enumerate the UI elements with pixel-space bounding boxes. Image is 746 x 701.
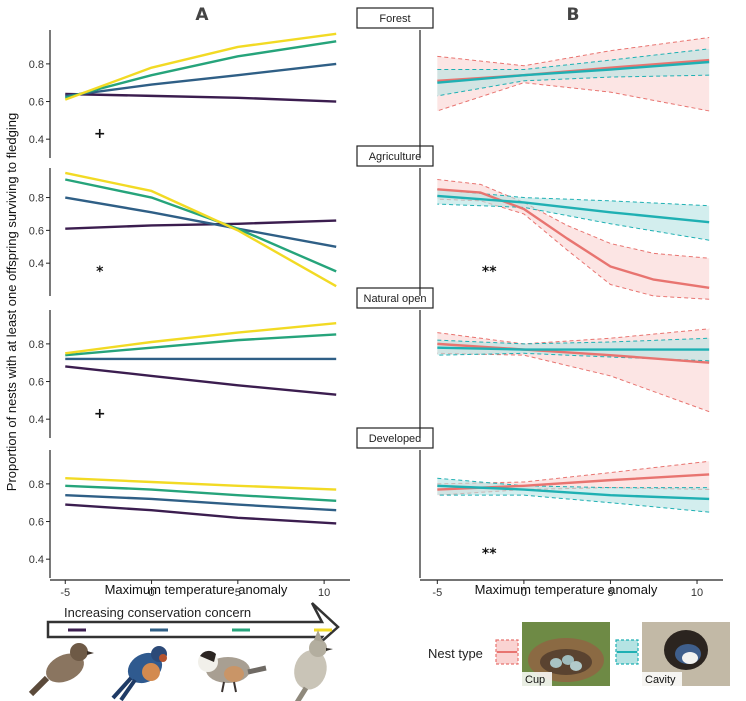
line-concern-level-4 bbox=[65, 171, 337, 288]
line-concern-level-2 bbox=[65, 196, 337, 248]
ci-lower-cavity bbox=[437, 74, 710, 97]
strip-label-developed: Developed bbox=[356, 427, 434, 449]
panel-a-developed: 0.4 0.6 0.8 -5 0 5 10 bbox=[29, 450, 350, 599]
y-tick-label: 0.6 bbox=[29, 97, 44, 109]
x-tick-label: 5 bbox=[607, 587, 613, 599]
y-tick-label: 0.4 bbox=[29, 414, 44, 426]
panel-label-a: A bbox=[195, 5, 209, 25]
line-concern-level-3 bbox=[65, 484, 337, 503]
significance-marker: * bbox=[96, 264, 104, 280]
line-cavity bbox=[437, 60, 710, 84]
cup-nest-photo: Cup bbox=[522, 622, 610, 686]
y-tick-label: 0.8 bbox=[29, 479, 44, 491]
panel-b-agriculture: ** bbox=[419, 168, 710, 300]
x-axis-title-b: Maximum temperature anomaly bbox=[475, 582, 658, 597]
ci-upper-cup bbox=[437, 37, 710, 67]
line-concern-level-3 bbox=[64, 40, 337, 99]
panel-a-natural-open: 0.4 0.6 0.8 + bbox=[29, 310, 337, 438]
x-tick-label: 10 bbox=[318, 587, 330, 599]
x-tick-label: 5 bbox=[235, 587, 241, 599]
ci-upper-cup bbox=[437, 178, 710, 259]
panel-b-developed: ** -5 0 5 10 bbox=[419, 450, 723, 599]
line-concern-level-4 bbox=[65, 321, 337, 355]
strip-text: Agriculture bbox=[369, 151, 422, 163]
legend-key-cup bbox=[495, 639, 519, 665]
y-tick-label: 0.4 bbox=[29, 258, 44, 270]
chickadee-photo bbox=[198, 650, 267, 693]
panel-a-forest: 0.4 0.6 0.8 + bbox=[29, 30, 337, 158]
ci-upper-cavity bbox=[437, 477, 710, 489]
ci-upper-cavity bbox=[437, 48, 710, 71]
titmouse-photo bbox=[294, 630, 333, 701]
x-tick-label: -5 bbox=[60, 587, 70, 599]
y-tick-label: 0.6 bbox=[29, 225, 44, 237]
ci-upper-cup bbox=[437, 328, 710, 345]
cup-photo-caption: Cup bbox=[525, 674, 545, 686]
line-concern-level-3 bbox=[65, 333, 337, 357]
line-concern-level-3 bbox=[65, 178, 337, 273]
panel-a-agriculture: 0.4 0.6 0.8 * bbox=[29, 168, 337, 296]
significance-marker: + bbox=[94, 406, 106, 422]
significance-marker: ** bbox=[482, 546, 497, 562]
legend-title: Nest type bbox=[428, 646, 483, 661]
ci-lower-cup bbox=[437, 198, 710, 300]
x-axis-title-a: Maximum temperature anomaly bbox=[105, 582, 288, 597]
y-tick-label: 0.8 bbox=[29, 339, 44, 351]
x-tick-label: 0 bbox=[521, 587, 527, 599]
line-concern-level-2 bbox=[65, 62, 337, 98]
y-tick-label: 0.6 bbox=[29, 377, 44, 389]
nest-type-legend: Nest type Cup Cavity bbox=[428, 622, 730, 686]
line-cup bbox=[437, 342, 710, 364]
strip-label-forest: Forest bbox=[356, 7, 434, 29]
line-cavity bbox=[437, 194, 710, 224]
line-concern-level-1 bbox=[65, 503, 337, 525]
line-concern-level-2 bbox=[65, 493, 337, 512]
legend-key-cavity bbox=[615, 639, 639, 665]
ci-lower-cup bbox=[437, 352, 710, 413]
line-concern-level-1 bbox=[65, 219, 337, 230]
ci-lower-cup bbox=[437, 82, 710, 112]
cavity-nest-photo: Cavity bbox=[642, 622, 730, 686]
strip-text: Developed bbox=[369, 433, 422, 445]
conservation-arrow: Increasing conservation concern bbox=[46, 602, 340, 651]
arrow-outline bbox=[46, 602, 340, 651]
house-sparrow-photo bbox=[28, 643, 94, 697]
ci-lower-cavity bbox=[437, 494, 710, 513]
line-concern-level-4 bbox=[64, 32, 337, 101]
strip-label-agriculture: Agriculture bbox=[356, 145, 434, 167]
panel-b-natural-open bbox=[419, 310, 710, 438]
line-concern-level-1 bbox=[65, 365, 337, 396]
x-tick-label: 0 bbox=[148, 587, 154, 599]
ci-lower-cavity bbox=[437, 203, 710, 241]
line-cavity bbox=[437, 484, 710, 501]
y-axis-title: Proportion of nests with at least one of… bbox=[4, 113, 19, 491]
facet-panels: Forest Agriculture Natural open Developed 0.… bbox=[29, 7, 723, 599]
strip-label-natural-open: Natural open bbox=[356, 287, 434, 309]
strip-text: Forest bbox=[379, 13, 410, 25]
panel-label-b: B bbox=[567, 5, 580, 25]
line-cavity bbox=[437, 346, 710, 351]
x-tick-label: -5 bbox=[432, 587, 442, 599]
ci-band-cup bbox=[437, 179, 710, 300]
y-tick-label: 0.4 bbox=[29, 554, 44, 566]
y-tick-label: 0.8 bbox=[29, 59, 44, 71]
y-tick-label: 0.8 bbox=[29, 193, 44, 205]
y-tick-label: 0.6 bbox=[29, 517, 44, 529]
panel-b-forest bbox=[419, 30, 710, 158]
strip-text: Natural open bbox=[364, 293, 427, 305]
ci-upper-cavity bbox=[437, 337, 710, 345]
cavity-photo-caption: Cavity bbox=[645, 674, 676, 686]
line-concern-level-4 bbox=[65, 477, 337, 491]
barn-swallow-photo bbox=[111, 646, 167, 701]
line-cup bbox=[437, 188, 710, 289]
line-concern-level-1 bbox=[65, 92, 337, 103]
significance-marker: ** bbox=[482, 264, 497, 280]
x-tick-label: 10 bbox=[691, 587, 703, 599]
y-tick-label: 0.4 bbox=[29, 134, 44, 146]
significance-marker: + bbox=[94, 126, 106, 142]
conservation-label: Increasing conservation concern bbox=[64, 605, 251, 620]
